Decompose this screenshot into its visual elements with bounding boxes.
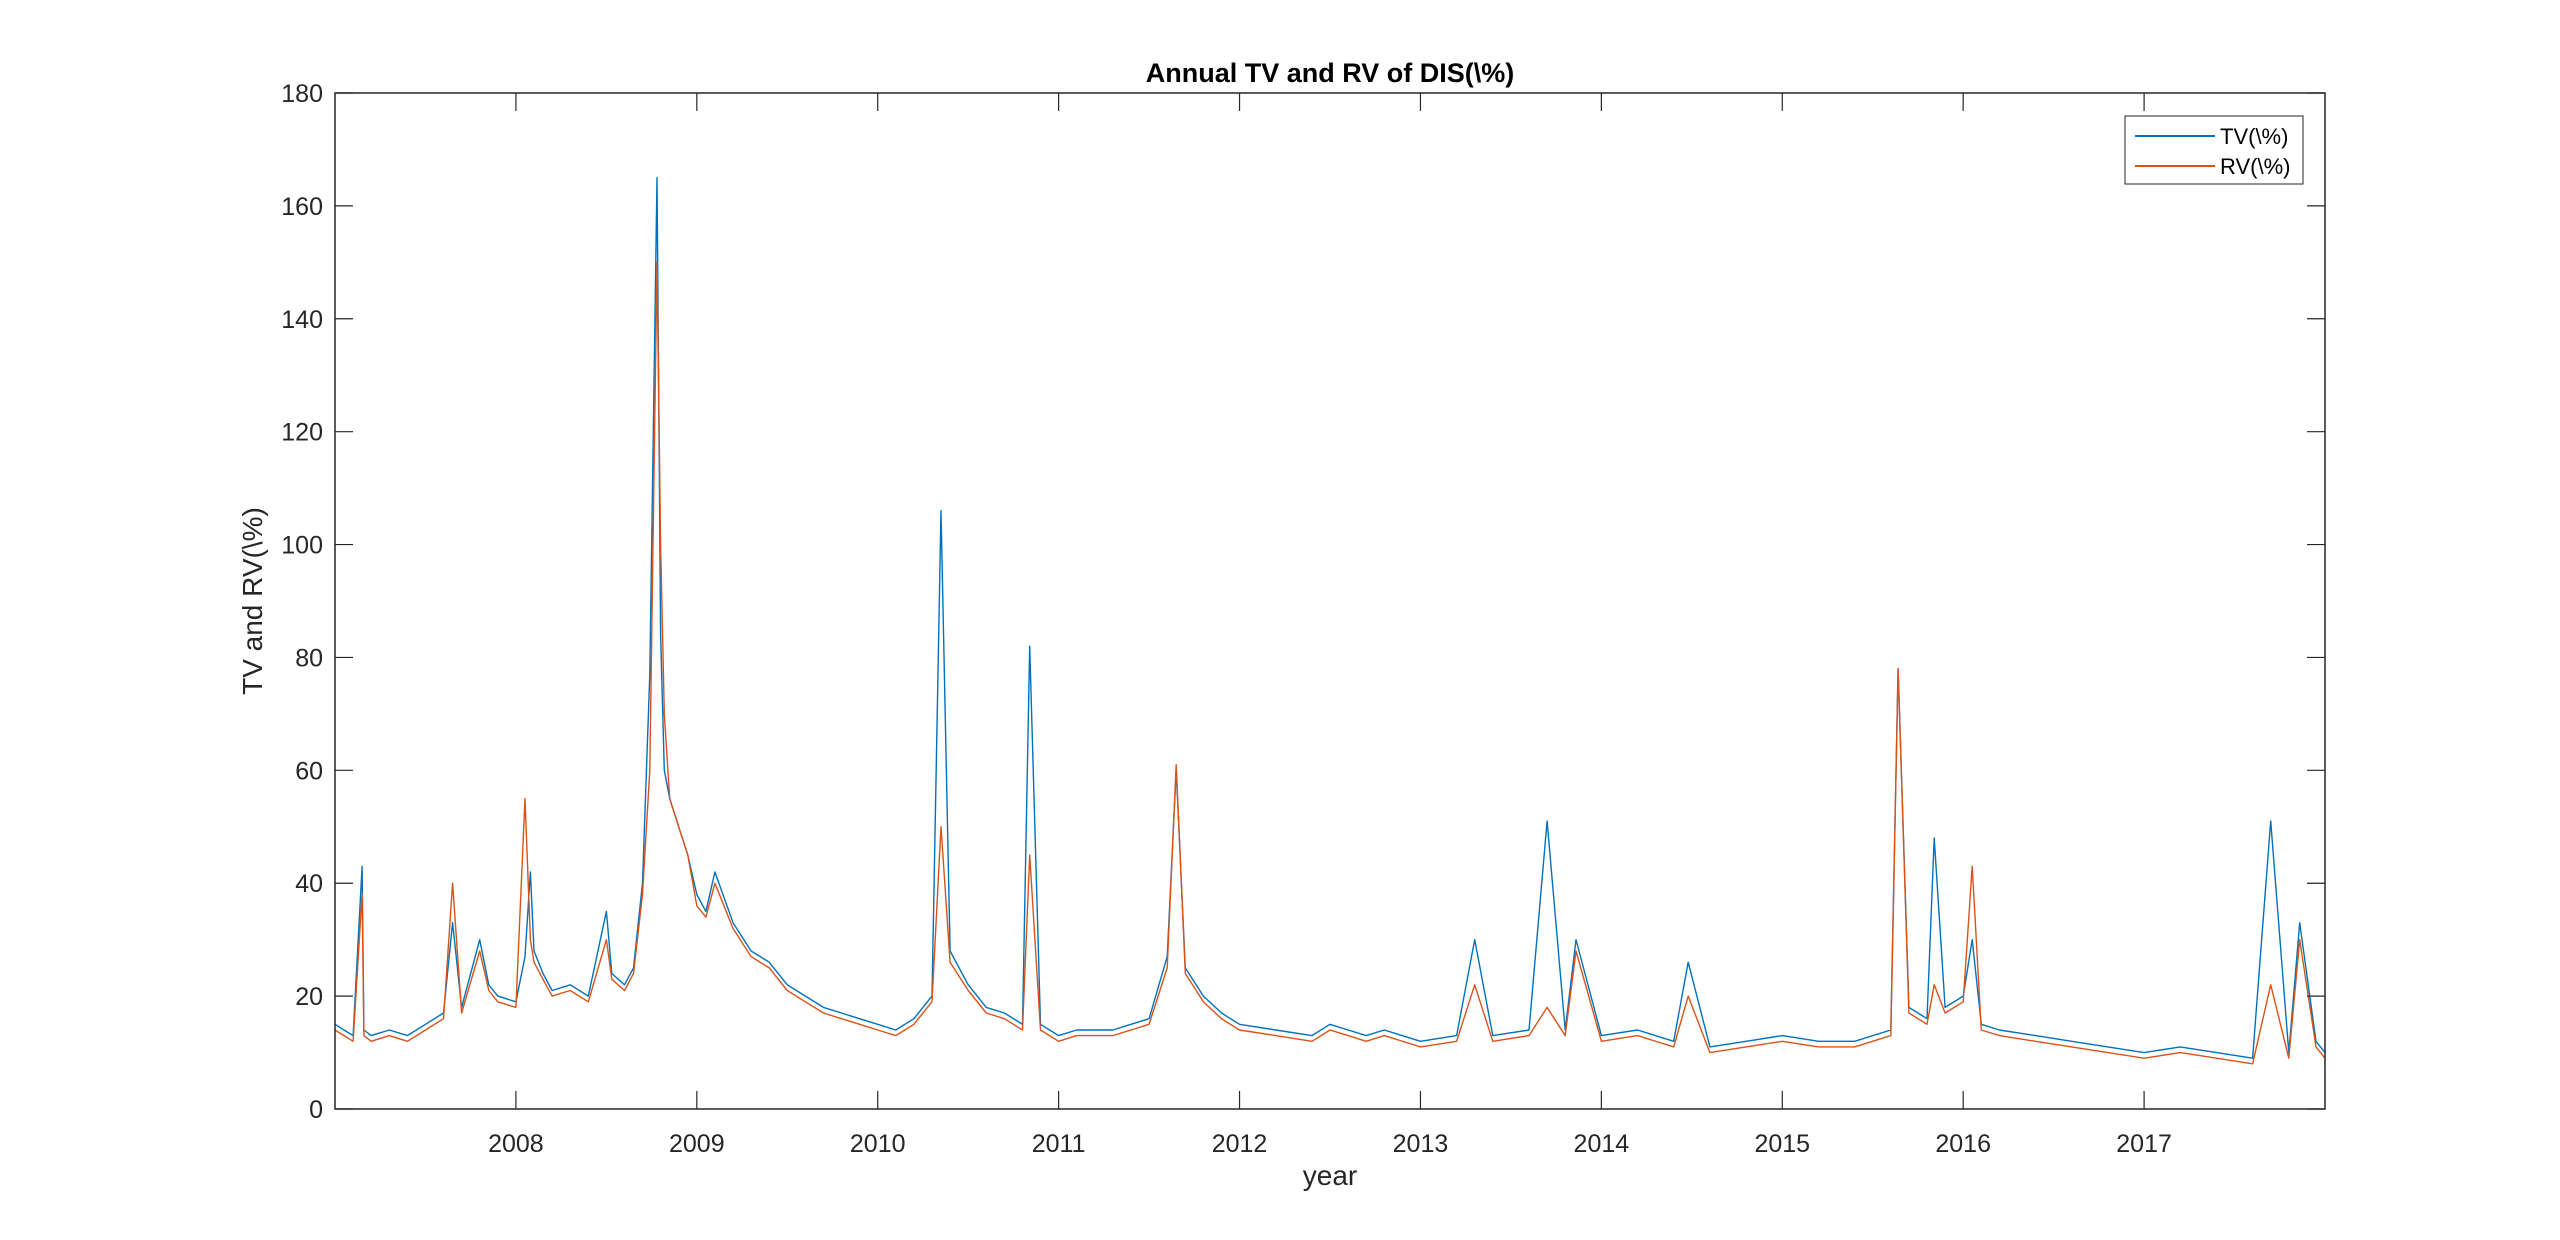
x-axis: 2008 2009 2010 2011 2012 2013 2014 2015 2016 2017 bbox=[488, 93, 2172, 1158]
plot-area bbox=[334, 92, 2326, 1110]
y-tick-label: 0 bbox=[309, 1096, 323, 1124]
legend-label-rv: RV(\%) bbox=[2220, 154, 2291, 179]
y-tick-label: 140 bbox=[281, 306, 323, 334]
x-tick-label: 2014 bbox=[1574, 1130, 1630, 1158]
x-tick-label: 2010 bbox=[850, 1130, 906, 1158]
x-tick-label: 2016 bbox=[1935, 1130, 1991, 1158]
y-axis: 0 20 40 60 80 100 120 140 160 180 bbox=[281, 80, 2325, 1124]
y-tick-label: 180 bbox=[281, 80, 323, 108]
y-tick-label: 100 bbox=[281, 532, 323, 560]
x-tick-label: 2009 bbox=[669, 1130, 725, 1158]
legend: TV(\%) RV(\%) bbox=[2124, 115, 2304, 185]
x-tick-label: 2011 bbox=[1032, 1130, 1086, 1158]
y-axis-label: TV and RV(\%) bbox=[237, 507, 268, 695]
chart-title: Annual TV and RV of DIS(\%) bbox=[1146, 58, 1515, 88]
legend-box bbox=[2124, 115, 2304, 185]
y-tick-label: 40 bbox=[295, 870, 323, 898]
x-tick-label: 2012 bbox=[1212, 1130, 1268, 1158]
y-tick-label: 160 bbox=[281, 193, 323, 221]
legend-label-tv: TV(\%) bbox=[2220, 124, 2288, 149]
y-tick-label: 120 bbox=[281, 419, 323, 447]
y-tick-label: 60 bbox=[295, 757, 323, 785]
x-axis-label: year bbox=[1303, 1160, 1357, 1191]
x-tick-label: 2015 bbox=[1754, 1130, 1810, 1158]
x-tick-label: 2013 bbox=[1393, 1130, 1449, 1158]
y-tick-label: 80 bbox=[295, 644, 323, 672]
x-tick-label: 2008 bbox=[488, 1130, 544, 1158]
series-line-rv bbox=[334, 261, 2326, 1065]
y-tick-label: 20 bbox=[295, 983, 323, 1011]
plot-lines bbox=[334, 176, 2326, 1065]
x-tick-label: 2017 bbox=[2116, 1130, 2172, 1158]
